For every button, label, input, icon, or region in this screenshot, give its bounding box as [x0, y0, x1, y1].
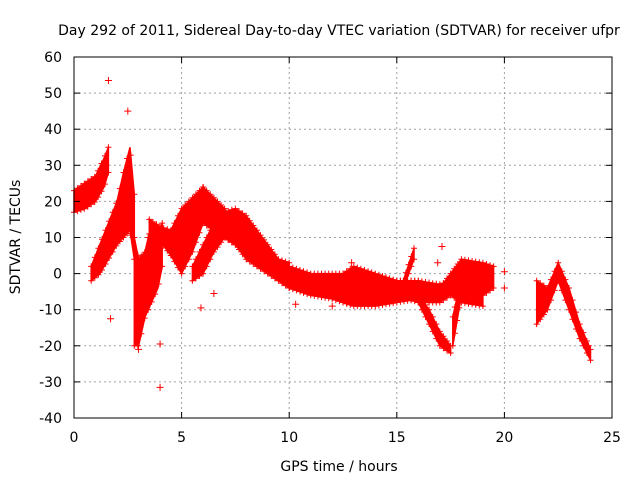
data-band-markers: [449, 274, 465, 349]
data-band-markers: [400, 245, 417, 291]
chart-title: Day 292 of 2011, Sidereal Day-to-day VTE…: [58, 23, 620, 39]
y-tick-label: -20: [39, 339, 62, 355]
y-tick-label: 0: [53, 267, 62, 283]
data-band: [71, 144, 112, 216]
data-point: [210, 289, 218, 297]
data-point: [500, 268, 508, 276]
y-tick-label: 10: [44, 231, 62, 247]
data-point: [500, 284, 508, 292]
data-band: [88, 147, 138, 284]
x-tick-label: 20: [495, 430, 513, 446]
data-point: [124, 107, 132, 115]
y-tick-label: 40: [44, 122, 62, 138]
x-tick-label: 15: [388, 430, 406, 446]
data-band-markers: [88, 152, 138, 284]
data-point: [107, 315, 115, 323]
y-tick-label: -10: [39, 303, 62, 319]
data-point: [197, 304, 205, 312]
data-point: [348, 259, 356, 267]
x-tick-labels: 0 5 10 15 20 25: [70, 430, 621, 446]
data-band: [449, 274, 465, 349]
data-band-markers: [146, 184, 207, 277]
data-band: [415, 292, 454, 356]
data-band-markers: [415, 292, 454, 356]
x-tick-label: 25: [603, 430, 621, 446]
x-tick-label: 5: [177, 430, 186, 446]
data-point: [434, 259, 442, 267]
data-point: [104, 76, 112, 84]
data-point: [584, 342, 592, 350]
data-point: [438, 243, 446, 251]
y-tick-label: 30: [44, 158, 62, 174]
data-point: [328, 302, 336, 310]
y-axis-label: SDTVAR / TECUs: [8, 180, 24, 295]
data-band: [400, 245, 417, 291]
data-points: [71, 76, 594, 391]
data-band: [533, 259, 594, 364]
data-point: [156, 340, 164, 348]
y-tick-label: 60: [44, 50, 62, 66]
x-tick-label: 10: [280, 430, 298, 446]
y-tick-label: -40: [39, 411, 62, 427]
x-axis-label: GPS time / hours: [280, 459, 397, 475]
y-tick-label: -30: [39, 375, 62, 391]
data-point: [156, 383, 164, 391]
data-point: [135, 345, 143, 353]
y-tick-label: 50: [44, 86, 62, 102]
y-tick-labels: -40 -30 -20 -10 0 10 20 30 40 50 60: [39, 50, 62, 427]
x-tick-label: 0: [70, 430, 79, 446]
y-tick-label: 20: [44, 194, 62, 210]
axis-ticks: [73, 56, 613, 419]
data-point: [292, 300, 300, 308]
data-band-markers: [533, 259, 594, 364]
